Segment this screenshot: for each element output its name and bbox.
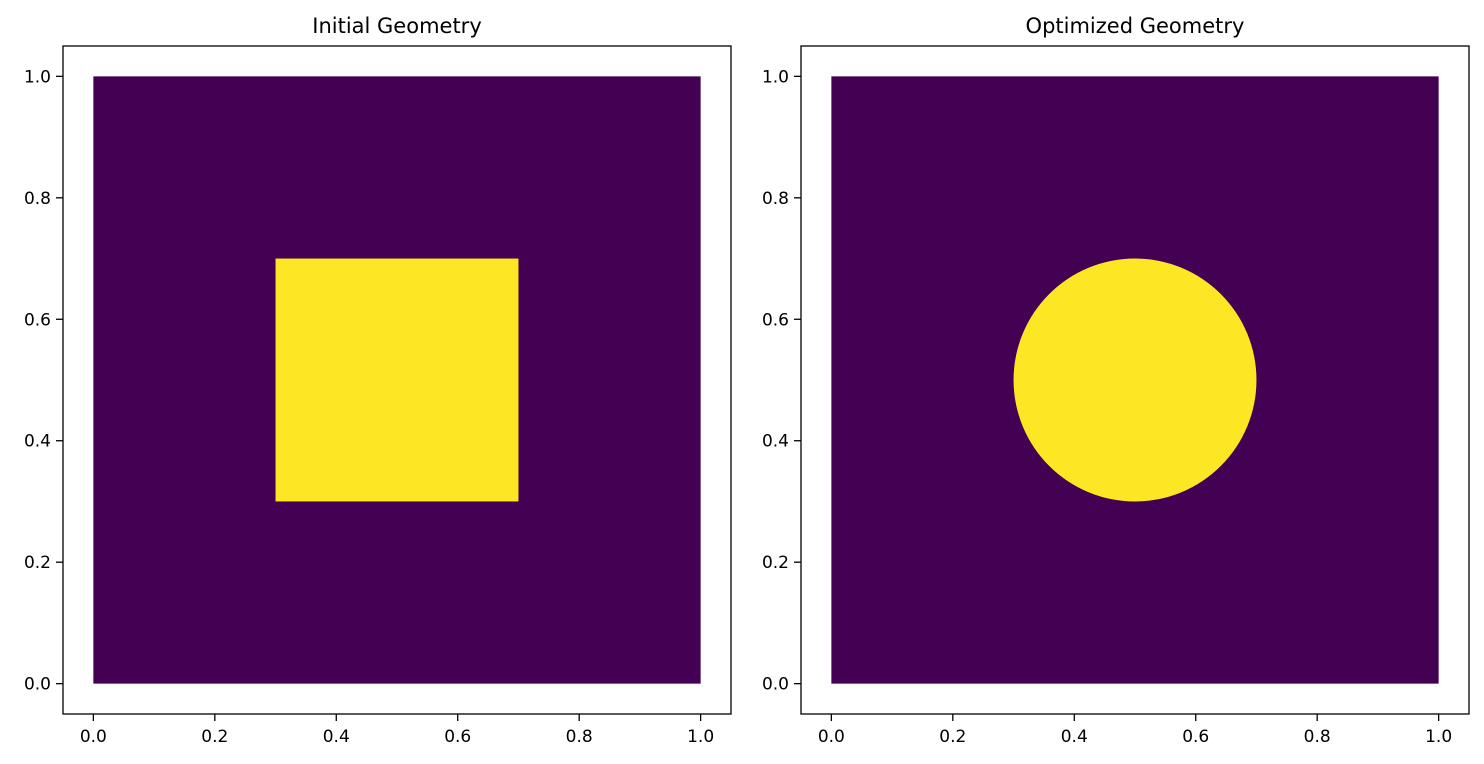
- x-tick-label: 0.8: [566, 727, 593, 747]
- y-axis-ticks: 0.0 0.2 0.4 0.6 0.8 1.0: [762, 67, 801, 695]
- axes-frame: [800, 45, 1470, 715]
- axes-frame: [62, 45, 732, 715]
- plot-area: [93, 76, 701, 684]
- y-axis-ticks: 0.0 0.2 0.4 0.6 0.8 1.0: [24, 67, 63, 695]
- y-tick-label: 1.0: [24, 67, 51, 87]
- x-tick-label: 0.6: [1182, 727, 1209, 747]
- x-tick-label: 0.0: [80, 727, 107, 747]
- x-axis-ticks: 0.0 0.2 0.4 0.6 0.8 1.0: [80, 714, 714, 747]
- square-inclusion: [275, 258, 519, 502]
- x-tick-label: 0.6: [444, 727, 471, 747]
- y-tick-label: 0.4: [762, 432, 789, 452]
- x-tick-label: 0.4: [323, 727, 350, 747]
- x-tick-label: 0.4: [1061, 727, 1088, 747]
- y-tick-label: 0.2: [24, 553, 51, 573]
- x-tick-label: 0.2: [939, 727, 966, 747]
- x-tick-label: 1.0: [687, 727, 714, 747]
- plot-area: [831, 76, 1439, 684]
- y-tick-label: 0.6: [762, 310, 789, 330]
- x-tick-label: 0.8: [1304, 727, 1331, 747]
- y-tick-label: 1.0: [762, 67, 789, 87]
- x-axis-ticks: 0.0 0.2 0.4 0.6 0.8 1.0: [818, 714, 1452, 747]
- circle-inclusion: [1013, 258, 1257, 502]
- chart-title: Initial Geometry: [312, 14, 482, 38]
- y-tick-label: 0.8: [24, 189, 51, 209]
- x-tick-label: 0.0: [818, 727, 845, 747]
- y-tick-label: 0.2: [762, 553, 789, 573]
- chart-optimized-geometry: Optimized Geometry 0.0 0.2 0.4 0.6 0.8 1.0 0.…: [762, 14, 1470, 747]
- chart-initial-geometry: Initial Geometry 0.0 0.2 0.4 0.6 0.8 1.0 0.00…: [24, 14, 732, 747]
- x-tick-label: 1.0: [1425, 727, 1452, 747]
- x-tick-label: 0.2: [201, 727, 228, 747]
- y-tick-label: 0.4: [24, 432, 51, 452]
- y-tick-label: 0.0: [24, 675, 51, 695]
- y-tick-label: 0.0: [762, 675, 789, 695]
- chart-title: Optimized Geometry: [1026, 14, 1245, 38]
- y-tick-label: 0.8: [762, 189, 789, 209]
- y-tick-label: 0.6: [24, 310, 51, 330]
